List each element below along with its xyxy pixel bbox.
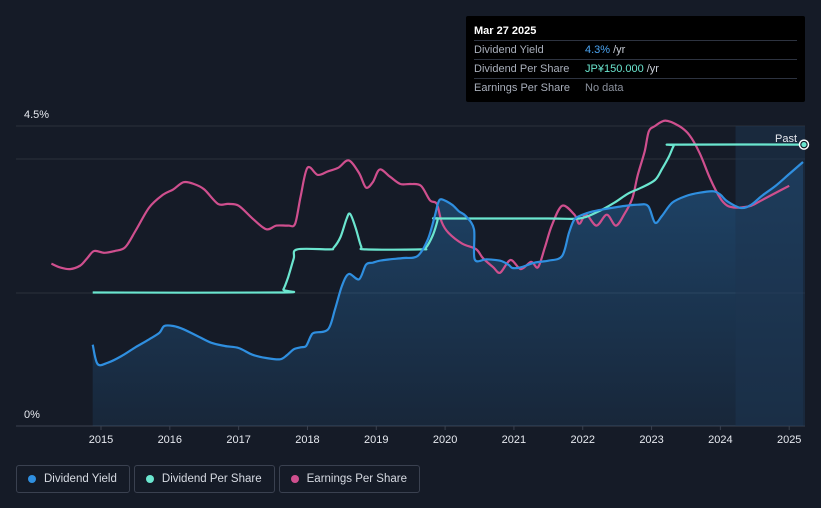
legend-dot-icon [290, 475, 299, 483]
x-tick-label: 2016 [158, 434, 182, 446]
dividend-per-share-line [92, 143, 804, 294]
dividend-per-share-end-dot [801, 141, 807, 148]
tooltip-unit: /yr [646, 63, 659, 75]
legend-dot-icon [145, 475, 154, 483]
dividend-yield-line [91, 161, 804, 367]
past-region [735, 126, 805, 426]
legend-item-dividend-per-share[interactable]: Dividend Per Share [133, 465, 275, 493]
legend-dot-icon [28, 475, 36, 483]
legend-label: Earnings Per Share [306, 473, 407, 485]
x-tick-label: 2021 [502, 434, 526, 446]
x-tick-label: 2019 [364, 434, 388, 446]
tooltip-value: No data [585, 82, 624, 94]
tooltip-row-dividend-yield: Dividend Yield 4.3% /yr [474, 40, 797, 59]
tooltip-label: Dividend Per Share [474, 63, 570, 75]
x-tick-label: 2023 [639, 434, 663, 446]
y-label-zero: 0% [24, 409, 40, 421]
x-tick-label: 2015 [89, 434, 113, 446]
legend-label: Dividend Per Share [161, 473, 262, 485]
x-tick-label: 2024 [708, 434, 732, 446]
tooltip-label: Dividend Yield [474, 44, 544, 56]
x-tick-label: 2022 [570, 434, 594, 446]
tooltip-date: Mar 27 2025 [474, 25, 537, 37]
legend-label: Dividend Yield [44, 473, 117, 485]
y-label-top: 4.5% [24, 109, 49, 121]
legend: Dividend Yield Dividend Per Share Earnin… [16, 465, 420, 493]
past-label: Past [775, 133, 797, 145]
x-tick-label: 2017 [226, 434, 250, 446]
legend-item-dividend-yield[interactable]: Dividend Yield [16, 465, 130, 493]
tooltip-label: Earnings Per Share [474, 82, 570, 94]
x-tick-label: 2018 [295, 434, 319, 446]
x-tick-label: 2025 [777, 434, 801, 446]
tooltip-unit: /yr [613, 44, 626, 56]
tooltip-row-dividend-per-share: Dividend Per Share JP¥150.000 /yr [474, 59, 797, 78]
tooltip-row-earnings-per-share: Earnings Per Share No data [474, 78, 797, 97]
x-tick-label: 2020 [433, 434, 457, 446]
tooltip: Mar 27 2025 Dividend Yield 4.3% /yr Divi… [466, 16, 805, 102]
tooltip-value: JP¥150.000 [585, 63, 644, 75]
legend-item-earnings-per-share[interactable]: Earnings Per Share [278, 465, 420, 493]
tooltip-value: 4.3% [585, 44, 611, 56]
dividend-yield-area [92, 162, 803, 426]
